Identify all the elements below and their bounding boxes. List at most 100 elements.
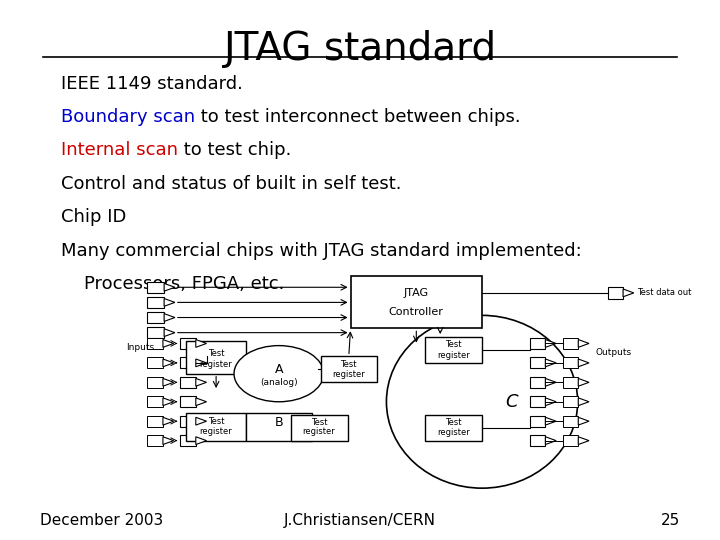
Bar xyxy=(563,357,578,368)
Bar xyxy=(186,341,246,374)
Bar xyxy=(426,337,482,363)
Bar xyxy=(148,377,163,388)
Text: Many commercial chips with JTAG standard implemented:: Many commercial chips with JTAG standard… xyxy=(61,242,582,260)
Text: Test: Test xyxy=(208,349,225,358)
Ellipse shape xyxy=(387,315,577,488)
Polygon shape xyxy=(545,437,556,444)
Bar xyxy=(563,416,578,427)
Text: register: register xyxy=(437,350,469,360)
Polygon shape xyxy=(163,398,174,406)
Bar xyxy=(530,396,545,407)
Text: JTAG: JTAG xyxy=(404,288,429,298)
Text: Outputs: Outputs xyxy=(595,348,631,356)
Bar xyxy=(530,435,545,446)
Text: December 2003: December 2003 xyxy=(40,513,163,528)
Text: register: register xyxy=(199,428,233,436)
Bar xyxy=(530,377,545,388)
Polygon shape xyxy=(163,417,174,425)
Text: IEEE 1149 standard.: IEEE 1149 standard. xyxy=(61,75,243,92)
Text: Test data out: Test data out xyxy=(637,288,692,298)
Text: 25: 25 xyxy=(661,513,680,528)
Bar xyxy=(246,413,312,441)
Bar xyxy=(186,413,246,441)
Polygon shape xyxy=(163,437,174,444)
Polygon shape xyxy=(164,299,175,306)
Text: Control and status of built in self test.: Control and status of built in self test… xyxy=(61,175,402,193)
Polygon shape xyxy=(545,398,556,406)
Text: B: B xyxy=(274,416,283,429)
Polygon shape xyxy=(545,379,556,386)
Bar xyxy=(148,435,163,446)
Bar xyxy=(563,338,578,349)
Bar xyxy=(530,416,545,427)
Text: register: register xyxy=(437,428,469,437)
Bar xyxy=(180,377,196,388)
Bar xyxy=(148,312,164,323)
Bar xyxy=(148,357,163,368)
Polygon shape xyxy=(196,437,207,444)
Bar xyxy=(426,415,482,441)
Bar xyxy=(351,276,482,328)
Polygon shape xyxy=(196,417,207,425)
Text: Internal scan: Internal scan xyxy=(61,141,179,159)
Polygon shape xyxy=(545,340,556,347)
Bar xyxy=(180,416,196,427)
Polygon shape xyxy=(623,289,634,297)
Bar xyxy=(180,435,196,446)
Bar xyxy=(148,327,164,338)
Polygon shape xyxy=(578,379,589,386)
Polygon shape xyxy=(545,417,556,425)
Polygon shape xyxy=(163,359,174,367)
Polygon shape xyxy=(164,329,175,336)
Bar xyxy=(563,377,578,388)
Bar xyxy=(180,338,196,349)
Polygon shape xyxy=(578,417,589,425)
Polygon shape xyxy=(164,284,175,291)
Text: to test interconnect between chips.: to test interconnect between chips. xyxy=(195,108,521,126)
Text: J.Christiansen/CERN: J.Christiansen/CERN xyxy=(284,513,436,528)
Text: Chip ID: Chip ID xyxy=(61,208,127,226)
Bar xyxy=(148,282,164,293)
Text: Test: Test xyxy=(341,360,357,369)
Text: register: register xyxy=(333,370,365,379)
Text: Test: Test xyxy=(445,418,462,427)
Text: Processors, FPGA, etc.: Processors, FPGA, etc. xyxy=(61,275,284,293)
Text: to test chip.: to test chip. xyxy=(179,141,292,159)
Polygon shape xyxy=(164,314,175,321)
Polygon shape xyxy=(578,398,589,406)
Text: A: A xyxy=(274,363,283,376)
Text: C: C xyxy=(505,393,518,411)
Polygon shape xyxy=(196,340,207,347)
Ellipse shape xyxy=(234,346,324,402)
Bar xyxy=(180,396,196,407)
Bar xyxy=(148,396,163,407)
Text: Test: Test xyxy=(310,417,327,427)
Text: Test: Test xyxy=(445,340,462,349)
Text: JTAG standard: JTAG standard xyxy=(223,30,497,68)
Bar xyxy=(563,396,578,407)
Text: (analog): (analog) xyxy=(260,378,297,387)
Bar xyxy=(608,287,623,299)
Bar xyxy=(320,356,377,382)
Polygon shape xyxy=(578,359,589,367)
Bar xyxy=(148,297,164,308)
Polygon shape xyxy=(163,340,174,347)
Text: register: register xyxy=(302,428,336,436)
Text: Test: Test xyxy=(208,417,225,426)
Text: Inputs: Inputs xyxy=(127,343,155,353)
Bar xyxy=(180,357,196,368)
Bar xyxy=(148,338,163,349)
Polygon shape xyxy=(578,340,589,347)
Polygon shape xyxy=(196,379,207,386)
Bar xyxy=(530,338,545,349)
Bar xyxy=(291,415,348,441)
Bar xyxy=(148,416,163,427)
Polygon shape xyxy=(578,437,589,444)
Text: Boundary scan: Boundary scan xyxy=(61,108,195,126)
Polygon shape xyxy=(196,359,207,367)
Polygon shape xyxy=(163,379,174,386)
Text: register: register xyxy=(199,360,233,369)
Bar xyxy=(530,357,545,368)
Polygon shape xyxy=(545,359,556,367)
Text: Controller: Controller xyxy=(389,307,444,317)
